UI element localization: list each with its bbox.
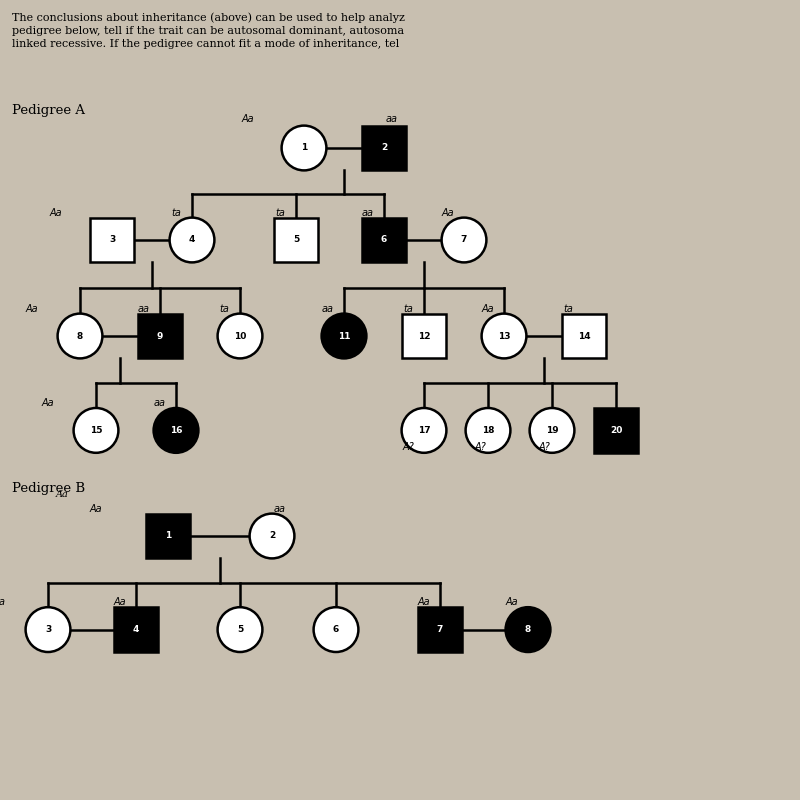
Text: Pedigree B: Pedigree B bbox=[12, 482, 85, 494]
Circle shape bbox=[26, 607, 70, 652]
Text: Aa: Aa bbox=[42, 398, 54, 408]
Text: aa: aa bbox=[386, 114, 398, 124]
Text: Aa: Aa bbox=[418, 597, 430, 607]
FancyBboxPatch shape bbox=[138, 314, 182, 358]
Circle shape bbox=[58, 314, 102, 358]
Text: ta: ta bbox=[171, 208, 181, 218]
FancyBboxPatch shape bbox=[594, 408, 638, 453]
Text: Aa: Aa bbox=[50, 208, 62, 218]
Text: 17: 17 bbox=[418, 426, 430, 435]
Text: aa: aa bbox=[362, 208, 374, 218]
Text: ta: ta bbox=[403, 304, 413, 314]
FancyBboxPatch shape bbox=[274, 218, 318, 262]
FancyBboxPatch shape bbox=[362, 218, 406, 262]
Text: 9: 9 bbox=[157, 331, 163, 341]
Text: 7: 7 bbox=[461, 235, 467, 245]
Text: aa: aa bbox=[602, 442, 614, 452]
Circle shape bbox=[314, 607, 358, 652]
Text: 6: 6 bbox=[381, 235, 387, 245]
Text: 8: 8 bbox=[77, 331, 83, 341]
Text: Aa: Aa bbox=[26, 304, 38, 314]
Text: 5: 5 bbox=[237, 625, 243, 634]
Text: aa: aa bbox=[154, 398, 166, 408]
Text: 7: 7 bbox=[437, 625, 443, 634]
Text: A?: A? bbox=[474, 442, 486, 452]
Text: 4: 4 bbox=[133, 625, 139, 634]
Text: A?: A? bbox=[538, 442, 550, 452]
Text: aa: aa bbox=[274, 504, 286, 514]
Circle shape bbox=[250, 514, 294, 558]
Circle shape bbox=[402, 408, 446, 453]
Text: Aa: Aa bbox=[442, 208, 454, 218]
Circle shape bbox=[154, 408, 198, 453]
Text: The conclusions about inheritance (above) can be used to help analyz
pedigree be: The conclusions about inheritance (above… bbox=[12, 12, 405, 49]
Text: 1: 1 bbox=[165, 531, 171, 541]
Text: ta: ta bbox=[275, 208, 285, 218]
Text: 11: 11 bbox=[338, 331, 350, 341]
Text: Aa: Aa bbox=[90, 504, 102, 514]
Text: A?: A? bbox=[402, 442, 414, 452]
Text: 3: 3 bbox=[109, 235, 115, 245]
Circle shape bbox=[322, 314, 366, 358]
Text: Aa: Aa bbox=[506, 597, 518, 607]
Text: Aa: Aa bbox=[242, 114, 254, 124]
Text: 16: 16 bbox=[170, 426, 182, 435]
Text: 13: 13 bbox=[498, 331, 510, 341]
FancyBboxPatch shape bbox=[114, 607, 158, 652]
Circle shape bbox=[74, 408, 118, 453]
Text: 4: 4 bbox=[189, 235, 195, 245]
Text: 8: 8 bbox=[525, 625, 531, 634]
Circle shape bbox=[170, 218, 214, 262]
Text: ta: ta bbox=[219, 304, 229, 314]
Text: 15: 15 bbox=[90, 426, 102, 435]
Text: 2: 2 bbox=[269, 531, 275, 541]
Circle shape bbox=[442, 218, 486, 262]
Text: 20: 20 bbox=[610, 426, 622, 435]
Text: 3: 3 bbox=[45, 625, 51, 634]
Text: 18: 18 bbox=[482, 426, 494, 435]
Text: 12: 12 bbox=[418, 331, 430, 341]
Circle shape bbox=[218, 314, 262, 358]
FancyBboxPatch shape bbox=[402, 314, 446, 358]
Text: Aa: Aa bbox=[114, 597, 126, 607]
Circle shape bbox=[482, 314, 526, 358]
Text: 10: 10 bbox=[234, 331, 246, 341]
FancyBboxPatch shape bbox=[146, 514, 190, 558]
Text: 1: 1 bbox=[301, 143, 307, 153]
FancyBboxPatch shape bbox=[362, 126, 406, 170]
Text: 5: 5 bbox=[293, 235, 299, 245]
Text: Aa: Aa bbox=[56, 490, 69, 498]
Text: aa: aa bbox=[138, 304, 150, 314]
FancyBboxPatch shape bbox=[90, 218, 134, 262]
Circle shape bbox=[506, 607, 550, 652]
FancyBboxPatch shape bbox=[418, 607, 462, 652]
Circle shape bbox=[466, 408, 510, 453]
Text: 2: 2 bbox=[381, 143, 387, 153]
Text: Aa: Aa bbox=[482, 304, 494, 314]
Text: Pedigree A: Pedigree A bbox=[12, 104, 85, 117]
FancyBboxPatch shape bbox=[562, 314, 606, 358]
Text: 19: 19 bbox=[546, 426, 558, 435]
Circle shape bbox=[218, 607, 262, 652]
Text: aa: aa bbox=[322, 304, 334, 314]
Text: 6: 6 bbox=[333, 625, 339, 634]
Text: aa: aa bbox=[0, 597, 6, 607]
Text: 14: 14 bbox=[578, 331, 590, 341]
Circle shape bbox=[282, 126, 326, 170]
Text: ta: ta bbox=[563, 304, 573, 314]
Circle shape bbox=[530, 408, 574, 453]
